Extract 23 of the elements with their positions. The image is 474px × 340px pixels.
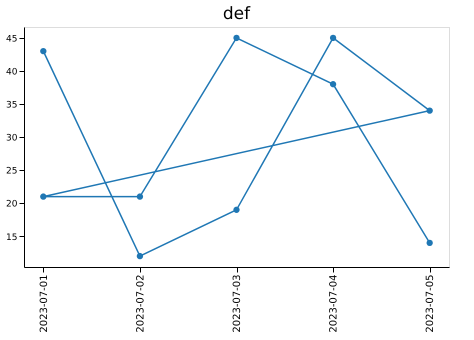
y-tick-label: 35 bbox=[6, 100, 18, 111]
y-tick-label: 40 bbox=[6, 67, 18, 78]
y-tick-label: 25 bbox=[6, 166, 18, 177]
point bbox=[330, 81, 336, 88]
y-tick-label: 15 bbox=[6, 232, 18, 243]
y-tick-label: 30 bbox=[6, 134, 18, 144]
y-tick-label: 45 bbox=[6, 34, 18, 44]
point bbox=[40, 193, 46, 200]
point bbox=[233, 206, 240, 213]
x-tick-label: 2023-07-01 bbox=[38, 274, 50, 333]
point bbox=[136, 252, 144, 260]
x-tick-label: 2023-07-02 bbox=[135, 274, 146, 333]
x-tick-label: 2023-07-04 bbox=[328, 274, 340, 333]
point bbox=[136, 193, 144, 200]
y-tick-label: 20 bbox=[6, 200, 18, 210]
point bbox=[426, 240, 433, 246]
point bbox=[330, 34, 336, 42]
x-tick-label: 2023-07-03 bbox=[232, 274, 243, 333]
point bbox=[426, 107, 433, 114]
x-tick-label: 2023-07-05 bbox=[425, 274, 436, 333]
point bbox=[40, 48, 46, 54]
point bbox=[233, 34, 240, 42]
chart-title: def bbox=[222, 4, 252, 24]
